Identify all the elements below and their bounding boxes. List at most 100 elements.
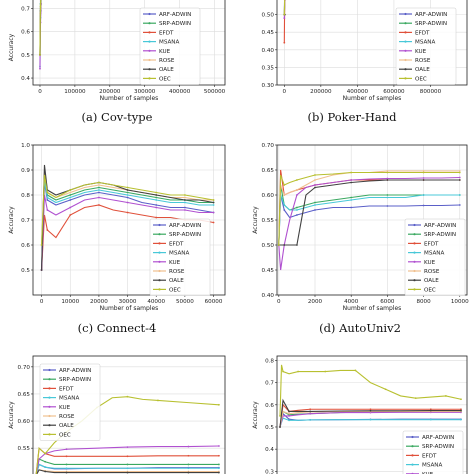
data-point: [98, 186, 100, 189]
data-point: [46, 199, 49, 201]
data-point: [212, 199, 215, 201]
data-point: [422, 179, 425, 181]
legend-marker: [413, 269, 416, 273]
data-point: [126, 201, 129, 204]
y-tick-label: 0.55: [18, 446, 31, 452]
x-tick-label: 0: [283, 89, 287, 95]
y-axis-label: Accuracy: [252, 206, 259, 234]
data-point: [296, 206, 298, 209]
y-tick-label: 0.40: [262, 293, 275, 299]
series-line-kue: [41, 194, 214, 271]
x-tick-label: 4000: [344, 299, 359, 305]
x-tick-label: 200000: [99, 89, 121, 95]
legend-label: ARF-ADWIN: [159, 12, 191, 18]
data-point: [296, 189, 298, 191]
y-tick-label: 0.5: [21, 268, 30, 274]
y-axis-label: Accuracy: [8, 33, 15, 61]
legend-label: SRP-ADWIN: [415, 21, 447, 27]
y-tick-label: 0.4: [265, 447, 274, 453]
data-point: [212, 211, 215, 214]
subfigure-caption: (d) AutoUniv2: [319, 321, 401, 335]
series-line-oale: [279, 398, 461, 428]
data-point: [458, 179, 461, 181]
data-point: [155, 204, 158, 206]
legend-label: SRP-ADWIN: [169, 232, 201, 238]
chart-panel-f: 0.3 0.4 0.5 0.6 0.7 0.8 Accuracy ARF-ADWIN SRP-A…: [252, 355, 468, 474]
data-point: [460, 408, 462, 411]
series-line-efdt: [35, 447, 219, 474]
data-point: [40, 269, 43, 271]
data-point: [187, 454, 190, 457]
legend-marker: [158, 233, 161, 236]
x-axis-label: Number of samples: [100, 305, 159, 312]
legend-label: ROSE: [424, 269, 440, 275]
x-tick-label: 10000: [61, 299, 79, 305]
data-point: [386, 205, 389, 207]
data-point: [458, 170, 461, 172]
legend-box: [395, 7, 457, 85]
data-point: [126, 455, 129, 458]
legend-marker: [404, 40, 407, 43]
legend-marker: [48, 396, 51, 399]
legend-label: OEC: [159, 76, 171, 82]
legend-marker: [404, 58, 407, 62]
data-point: [422, 170, 425, 172]
data-point: [414, 397, 417, 400]
data-point: [288, 419, 290, 422]
data-point: [350, 196, 353, 199]
y-tick-label: 0.3: [265, 469, 274, 474]
legend-label: EFDT: [415, 30, 430, 36]
data-point: [155, 216, 158, 219]
plot-frame: [276, 0, 468, 86]
data-point: [288, 412, 290, 415]
y-tick-label: 0.5: [21, 53, 30, 59]
series-line-oec: [279, 364, 462, 416]
series-line-kue: [278, 176, 460, 271]
data-point: [350, 171, 353, 174]
data-point: [126, 189, 129, 191]
legend-label: SRP-ADWIN: [422, 444, 454, 450]
data-point: [183, 194, 186, 196]
legend-label: ARF-ADWIN: [415, 12, 447, 18]
data-point: [309, 418, 312, 421]
data-point: [218, 403, 220, 406]
data-point: [126, 471, 129, 474]
y-tick-label: 0.7: [21, 218, 30, 224]
legend-label: KUE: [59, 405, 71, 411]
data-point: [422, 204, 425, 207]
data-point: [40, 244, 43, 246]
legend-marker: [48, 414, 51, 418]
legend-label: MSANA: [415, 40, 435, 46]
data-point: [386, 170, 389, 172]
legend-label: EFDT: [169, 241, 184, 247]
legend-label: MSANA: [59, 396, 79, 402]
data-point: [314, 174, 316, 176]
data-point: [39, 67, 41, 70]
data-point: [126, 463, 129, 466]
legend-label: ROSE: [169, 269, 185, 275]
data-point: [218, 463, 220, 466]
y-tick-label: 0.40: [262, 48, 275, 54]
plot-frame: [32, 0, 226, 86]
legend-marker: [413, 251, 416, 254]
legend-label: ARF-ADWIN: [422, 435, 454, 441]
plot-frame: [276, 355, 468, 474]
legend-label: MSANA: [422, 463, 442, 469]
data-point: [69, 191, 72, 194]
series-group: [279, 364, 462, 428]
data-point: [44, 460, 47, 463]
data-point: [458, 204, 461, 206]
legend: ARF-ADWIN SRP-ADWIN EFDT MSANA KUE ROSE OALE OE…: [139, 7, 201, 85]
data-point: [314, 201, 316, 204]
data-point: [44, 470, 47, 473]
data-point: [386, 196, 389, 199]
data-point: [126, 191, 129, 194]
legend-label: OALE: [159, 67, 174, 73]
data-point: [187, 463, 190, 466]
series-line-oale: [36, 469, 219, 474]
legend-label: ARF-ADWIN: [424, 223, 456, 229]
data-point: [283, 209, 286, 211]
legend-marker: [48, 424, 51, 427]
y-tick-label: 0.5: [265, 425, 274, 431]
data-point: [46, 191, 49, 194]
